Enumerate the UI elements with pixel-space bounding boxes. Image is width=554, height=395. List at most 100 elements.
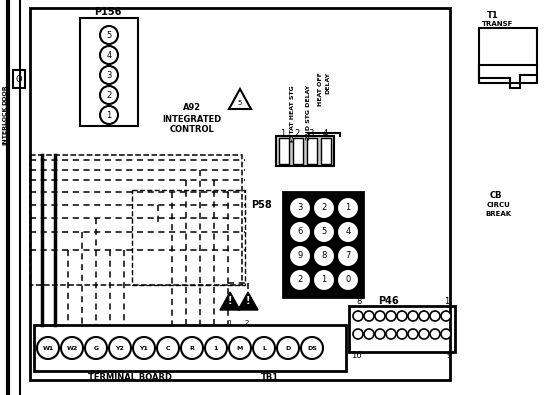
Bar: [479, 28, 537, 83]
Text: 2: 2: [321, 203, 327, 213]
Text: 1: 1: [444, 297, 450, 305]
Circle shape: [419, 329, 429, 339]
Circle shape: [337, 269, 359, 291]
Circle shape: [364, 311, 374, 321]
Text: 8: 8: [321, 252, 327, 260]
Text: TERMINAL BOARD: TERMINAL BOARD: [88, 374, 172, 382]
Bar: [13, 70, 25, 88]
Text: 2: 2: [245, 320, 249, 326]
Text: 0: 0: [345, 275, 351, 284]
Text: 1: 1: [321, 275, 327, 284]
Text: DOOR: DOOR: [3, 85, 8, 105]
Bar: [30, 8, 450, 380]
Circle shape: [430, 329, 440, 339]
Circle shape: [419, 311, 429, 321]
Text: 8: 8: [356, 297, 362, 305]
Text: Y1: Y1: [140, 346, 148, 350]
Circle shape: [301, 337, 323, 359]
Circle shape: [408, 329, 418, 339]
Text: DS: DS: [307, 346, 317, 350]
Text: HEAT OFF: HEAT OFF: [317, 72, 322, 106]
Polygon shape: [220, 292, 240, 310]
Circle shape: [109, 337, 131, 359]
Circle shape: [337, 245, 359, 267]
Circle shape: [313, 197, 335, 219]
Bar: [276, 136, 334, 166]
Text: 3: 3: [297, 203, 302, 213]
Circle shape: [386, 311, 396, 321]
Text: 1: 1: [280, 128, 286, 137]
Bar: [80, 18, 138, 126]
Bar: [30, 155, 242, 285]
Text: 9: 9: [447, 352, 452, 361]
Text: 4: 4: [106, 51, 111, 60]
Text: 1: 1: [345, 203, 351, 213]
Circle shape: [253, 337, 275, 359]
Text: BREAK: BREAK: [485, 211, 511, 217]
Circle shape: [289, 245, 311, 267]
Text: D: D: [285, 346, 291, 350]
Text: Y2: Y2: [116, 346, 125, 350]
Circle shape: [100, 86, 118, 104]
Bar: [34, 325, 346, 371]
Circle shape: [157, 337, 179, 359]
Bar: [321, 138, 331, 164]
Text: 9: 9: [297, 252, 302, 260]
Circle shape: [100, 106, 118, 124]
Text: T1: T1: [487, 11, 499, 21]
Circle shape: [100, 46, 118, 64]
Text: 1: 1: [106, 111, 111, 120]
Text: L: L: [262, 346, 266, 350]
Circle shape: [364, 329, 374, 339]
Text: 1: 1: [227, 320, 231, 326]
Text: T-STAT HEAT STG: T-STAT HEAT STG: [290, 85, 295, 144]
Text: TB1: TB1: [261, 374, 279, 382]
Circle shape: [61, 337, 83, 359]
Circle shape: [397, 311, 407, 321]
Circle shape: [397, 329, 407, 339]
Circle shape: [441, 311, 451, 321]
Circle shape: [441, 329, 451, 339]
Circle shape: [313, 245, 335, 267]
Circle shape: [313, 269, 335, 291]
Circle shape: [205, 337, 227, 359]
Circle shape: [375, 329, 385, 339]
Text: 2: 2: [294, 128, 300, 137]
Text: 4: 4: [345, 228, 351, 237]
Text: G: G: [94, 346, 99, 350]
Text: 1: 1: [214, 346, 218, 350]
Circle shape: [337, 197, 359, 219]
Circle shape: [100, 66, 118, 84]
Circle shape: [133, 337, 155, 359]
Text: P156: P156: [94, 7, 122, 17]
Circle shape: [85, 337, 107, 359]
Text: CB: CB: [490, 190, 502, 199]
Text: INTEGRATED: INTEGRATED: [162, 115, 222, 124]
Circle shape: [353, 329, 363, 339]
Circle shape: [313, 221, 335, 243]
Text: !: !: [228, 296, 232, 306]
Text: 3: 3: [309, 128, 314, 137]
Text: P58: P58: [252, 200, 272, 210]
Circle shape: [37, 337, 59, 359]
Text: !: !: [246, 296, 250, 306]
Circle shape: [386, 329, 396, 339]
Text: DELAY: DELAY: [326, 72, 331, 94]
Bar: [132, 190, 245, 285]
Text: INTERLOCK: INTERLOCK: [3, 105, 8, 145]
Circle shape: [181, 337, 203, 359]
Text: CONTROL: CONTROL: [170, 126, 214, 135]
Text: C: C: [166, 346, 170, 350]
Text: W1: W1: [42, 346, 54, 350]
Circle shape: [353, 311, 363, 321]
Text: 3: 3: [106, 70, 112, 79]
Circle shape: [375, 311, 385, 321]
Text: 2: 2: [106, 90, 111, 100]
Circle shape: [277, 337, 299, 359]
Circle shape: [229, 337, 251, 359]
Circle shape: [289, 269, 311, 291]
Text: 4: 4: [322, 128, 327, 137]
Text: P46: P46: [378, 296, 398, 306]
Bar: [293, 138, 303, 164]
Bar: [279, 138, 289, 164]
